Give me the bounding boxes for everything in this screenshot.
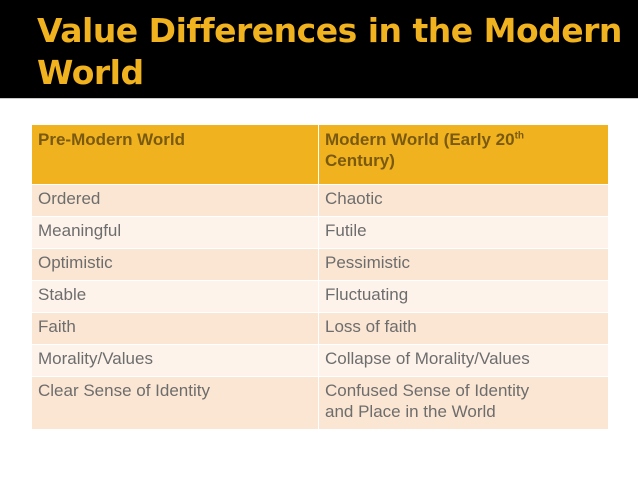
slide-title-line-2: World <box>37 53 144 92</box>
slide-title-line-1: Value Differences in the Modern <box>37 11 622 50</box>
cell-pre: Ordered <box>31 184 319 217</box>
table-row: Clear Sense of Identity Confused Sense o… <box>31 376 609 430</box>
header-modern-superscript: th <box>514 130 525 142</box>
cell-modern: Collapse of Morality/Values <box>318 344 609 377</box>
cell-modern: Chaotic <box>318 184 609 217</box>
cell-modern: Futile <box>318 216 609 249</box>
table-row: Optimistic Pessimistic <box>31 248 609 281</box>
cell-pre: Stable <box>31 280 319 313</box>
slide-title: Value Differences in the Modern World <box>37 10 627 94</box>
cell-pre: Morality/Values <box>31 344 319 377</box>
title-bar: Value Differences in the Modern World <box>0 0 638 98</box>
table-header-row: Pre-Modern World Modern World (Early 20t… <box>31 124 609 185</box>
table-row: Morality/Values Collapse of Morality/Val… <box>31 344 609 377</box>
header-modern-tail: Century) <box>325 151 395 170</box>
cell-pre: Clear Sense of Identity <box>31 376 319 430</box>
cell-modern-line-2: and Place in the World <box>325 402 496 421</box>
cell-modern: Confused Sense of Identity and Place in … <box>318 376 609 430</box>
cell-modern: Pessimistic <box>318 248 609 281</box>
cell-modern-line-1: Confused Sense of Identity <box>325 381 530 400</box>
table-row: Ordered Chaotic <box>31 184 609 217</box>
comparison-table: Pre-Modern World Modern World (Early 20t… <box>31 124 609 430</box>
cell-modern: Fluctuating <box>318 280 609 313</box>
header-pre-modern: Pre-Modern World <box>31 124 319 185</box>
table-row: Faith Loss of faith <box>31 312 609 345</box>
table-row: Meaningful Futile <box>31 216 609 249</box>
title-divider <box>0 98 638 105</box>
header-modern-text: Modern World (Early 20 <box>325 130 515 149</box>
table-row: Stable Fluctuating <box>31 280 609 313</box>
cell-pre: Optimistic <box>31 248 319 281</box>
header-modern: Modern World (Early 20th Century) <box>318 124 609 185</box>
cell-pre: Faith <box>31 312 319 345</box>
cell-pre: Meaningful <box>31 216 319 249</box>
cell-modern: Loss of faith <box>318 312 609 345</box>
